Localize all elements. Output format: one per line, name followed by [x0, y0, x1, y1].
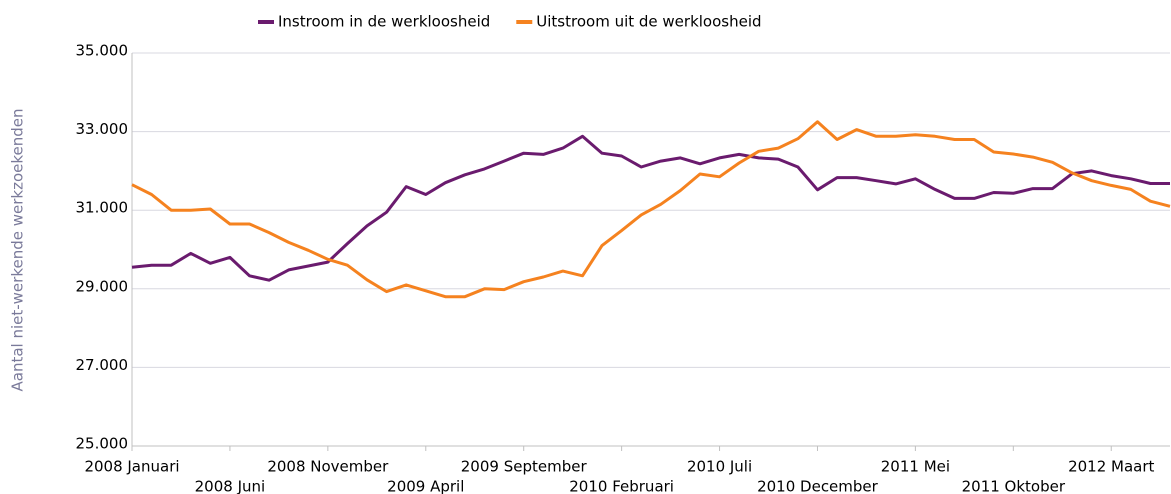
y-axis-label: Aantal niet-werkende werkzoekenden: [9, 108, 27, 391]
x-tick-label: 2008 November: [267, 458, 389, 476]
x-tick-label: 2011 Oktober: [962, 478, 1066, 494]
x-tick-label: 2008 Juni: [195, 478, 266, 494]
x-tick-label: 2009 September: [461, 458, 588, 476]
x-tick-label: 2010 December: [757, 478, 879, 494]
legend: Instroom in de werkloosheid Uitstroom uit…: [258, 13, 762, 31]
y-tick-label: 35.000: [76, 42, 129, 60]
y-tick-label: 33.000: [76, 120, 129, 138]
x-tick-label: 2010 Juli: [687, 458, 752, 476]
legend-label: Instroom in de werkloosheid: [278, 13, 490, 31]
series-line: [131, 120, 1171, 299]
series-line: [131, 134, 1170, 282]
x-tick-label: 2012 Maart: [1068, 458, 1154, 476]
y-tick-label: 29.000: [76, 277, 129, 295]
y-tick-label: 25.000: [76, 435, 129, 453]
x-tick-label: 2011 Mei: [881, 458, 950, 476]
x-tick-label: 2010 Februari: [569, 478, 674, 494]
y-tick-label: 31.000: [76, 199, 129, 217]
x-tick-label: 2008 Januari: [84, 458, 179, 476]
legend-label: Uitstroom uit de werkloosheid: [536, 13, 761, 31]
x-tick-label: 2009 April: [387, 478, 464, 494]
y-tick-label: 27.000: [76, 356, 129, 374]
